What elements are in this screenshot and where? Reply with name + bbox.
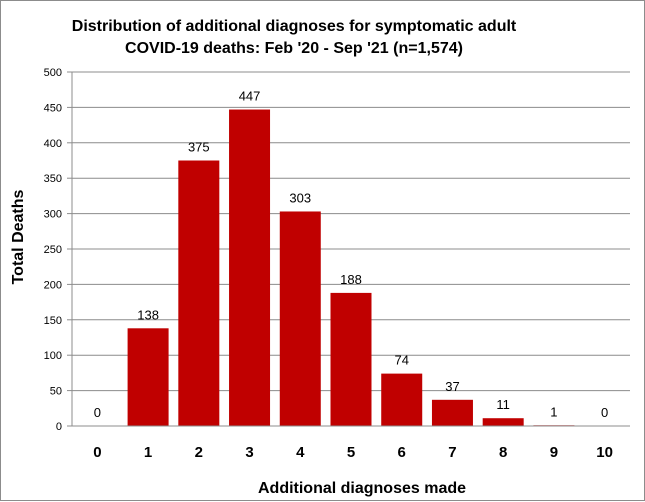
y-tick-label: 100 [44, 350, 62, 362]
bar-7 [431, 399, 473, 426]
x-tick-label-9: 9 [550, 444, 558, 461]
x-tick-label-3: 3 [245, 444, 253, 461]
x-tick-label-8: 8 [499, 444, 507, 461]
x-tick-label-6: 6 [398, 444, 406, 461]
bar-4 [279, 211, 321, 426]
bar-2 [178, 160, 220, 426]
bar-8 [482, 418, 524, 426]
x-tick-label-4: 4 [296, 444, 305, 461]
chart-title: Distribution of additional diagnoses for… [72, 18, 517, 57]
bar-6 [381, 373, 423, 426]
chart-title-line-1: Distribution of additional diagnoses for… [72, 18, 517, 35]
data-label-10: 0 [601, 405, 608, 420]
data-label-4: 303 [289, 190, 311, 205]
y-tick-label: 200 [44, 279, 62, 291]
bar-1 [127, 328, 169, 426]
data-label-7: 37 [445, 379, 459, 394]
data-label-1: 138 [137, 307, 159, 322]
data-label-3: 447 [239, 89, 261, 104]
bars [127, 109, 575, 427]
x-tick-label-10: 10 [596, 444, 613, 461]
bar-5 [330, 292, 372, 426]
data-label-8: 11 [496, 397, 510, 412]
chart-title-line-2: COVID-19 deaths: Feb '20 - Sep '21 (n=1,… [125, 40, 463, 57]
y-tick-label: 350 [44, 173, 62, 185]
x-tick-label-7: 7 [448, 444, 456, 461]
x-tick-label-0: 0 [93, 444, 101, 461]
y-tick-label: 150 [44, 315, 62, 327]
y-tick-label: 500 [44, 67, 62, 79]
data-label-2: 375 [188, 140, 210, 155]
y-tick-label: 250 [44, 244, 62, 256]
y-tick-label: 300 [44, 209, 62, 221]
bar-3 [229, 109, 271, 427]
data-label-6: 74 [394, 353, 408, 368]
y-tick-label: 400 [44, 138, 62, 150]
y-axis-ticks: 0 50 100 150 200 250 300 350 400 450 500 [44, 67, 72, 433]
x-tick-label-5: 5 [347, 444, 355, 461]
data-label-0: 0 [94, 405, 101, 420]
data-label-9: 1 [550, 404, 557, 419]
x-axis-title: Additional diagnoses made [258, 480, 466, 497]
x-tick-label-2: 2 [195, 444, 203, 461]
x-tick-label-1: 1 [144, 444, 152, 461]
y-tick-label: 450 [44, 102, 62, 114]
y-tick-label: 50 [50, 386, 62, 398]
y-tick-label: 0 [56, 421, 62, 433]
x-axis-categories: 0 1 2 3 4 5 6 7 8 9 10 [93, 444, 613, 461]
data-label-5: 188 [340, 272, 362, 287]
y-axis-title: Total Deaths [10, 189, 27, 284]
